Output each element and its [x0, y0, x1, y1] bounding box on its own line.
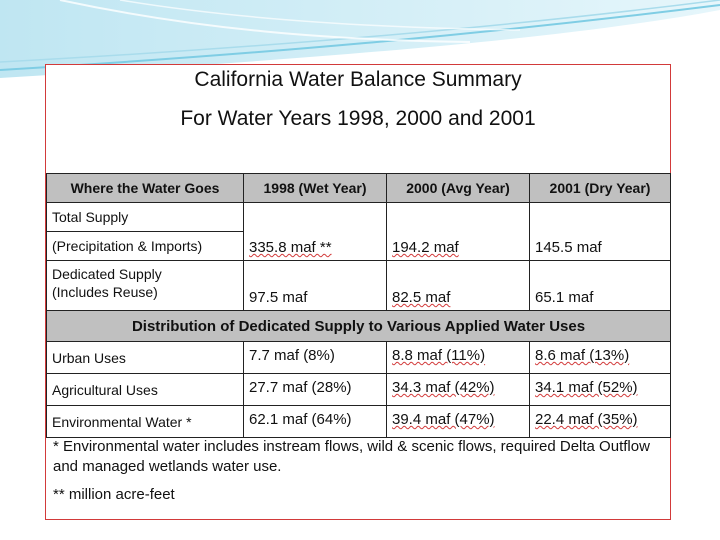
environmental-water-2001: 22.4 maf (35%) [529, 405, 671, 438]
water-balance-table: Where the Water Goes 1998 (Wet Year) 200… [46, 173, 671, 438]
agricultural-uses-2001: 34.1 maf (52%) [529, 373, 671, 406]
header-1998: 1998 (Wet Year) [243, 173, 387, 203]
total-supply-1998: 335.8 maf ** [243, 202, 387, 261]
table-row-agricultural: Agricultural Uses 27.7 maf (28%) 34.3 ma… [46, 373, 671, 406]
agricultural-uses-2000: 34.3 maf (42%) [386, 373, 530, 406]
header-row: Where the Water Goes 1998 (Wet Year) 200… [46, 173, 671, 203]
total-supply-sublabel: (Precipitation & Imports) [46, 231, 244, 261]
header-swoosh-decoration [0, 0, 720, 78]
urban-uses-label: Urban Uses [46, 341, 244, 374]
summary-card: California Water Balance Summary For Wat… [45, 64, 671, 520]
environmental-water-2000: 39.4 maf (47%) [386, 405, 530, 438]
header-where-water-goes: Where the Water Goes [46, 173, 244, 203]
agricultural-uses-1998: 27.7 maf (28%) [243, 373, 387, 406]
total-supply-label: Total Supply [46, 202, 244, 232]
footnote-environmental: * Environmental water includes instream … [53, 438, 650, 475]
header-2001: 2001 (Dry Year) [529, 173, 671, 203]
dedicated-supply-row: Dedicated Supply (Includes Reuse) 97.5 m… [46, 260, 671, 311]
environmental-water-label: Environmental Water * [46, 405, 244, 438]
footnote-maf: ** million acre-feet [53, 486, 175, 503]
dedicated-supply-1998: 97.5 maf [243, 260, 387, 311]
header-2000: 2000 (Avg Year) [386, 173, 530, 203]
urban-uses-1998: 7.7 maf (8%) [243, 341, 387, 374]
section-heading-row: Distribution of Dedicated Supply to Vari… [46, 310, 671, 342]
total-supply-2000: 194.2 maf [386, 202, 530, 261]
section-heading: Distribution of Dedicated Supply to Vari… [46, 310, 671, 342]
page-subtitle: For Water Years 1998, 2000 and 2001 [180, 107, 536, 130]
table-row-urban: Urban Uses 7.7 maf (8%) 8.8 maf (11%) 8.… [46, 341, 671, 374]
dedicated-supply-2000: 82.5 maf [386, 260, 530, 311]
table-row-environmental: Environmental Water * 62.1 maf (64%) 39.… [46, 405, 671, 438]
urban-uses-2001: 8.6 maf (13%) [529, 341, 671, 374]
urban-uses-2000: 8.8 maf (11%) [386, 341, 530, 374]
total-supply-2001: 145.5 maf [529, 202, 671, 261]
page-title: California Water Balance Summary [194, 68, 522, 91]
dedicated-supply-label: Dedicated Supply (Includes Reuse) [46, 260, 244, 311]
footnotes: * Environmental water includes instream … [53, 437, 653, 505]
environmental-water-1998: 62.1 maf (64%) [243, 405, 387, 438]
agricultural-uses-label: Agricultural Uses [46, 373, 244, 406]
dedicated-supply-2001: 65.1 maf [529, 260, 671, 311]
total-supply-row-1: Total Supply 335.8 maf ** 194.2 maf 145.… [46, 202, 671, 261]
